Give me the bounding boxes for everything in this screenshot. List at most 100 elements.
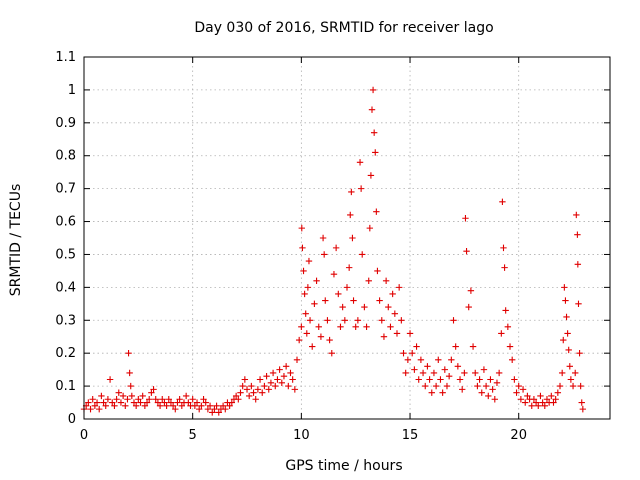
data-point [146,396,153,403]
data-point [579,405,587,413]
data-point [252,396,259,403]
data-point [524,392,531,400]
data-point [519,386,527,393]
data-point [461,369,468,377]
data-point [276,366,283,373]
data-point [472,369,479,377]
data-point [493,379,501,386]
data-point [269,369,277,377]
data-point [515,382,522,390]
data-point [413,343,420,350]
data-point [569,382,577,390]
data-point [167,399,175,406]
data-point [343,284,351,291]
axes: 0 0.1 0.2 0.3 0.4 0.5 0.6 0.7 0.8 0.9 1 1.1 0 5 10 15 20 [55,50,610,443]
data-point [350,297,357,304]
y-tick-label: 1.1 [55,50,76,65]
data-point [280,373,288,380]
data-point [128,392,136,400]
data-point [369,86,377,94]
data-point [354,317,362,324]
data-point [430,369,438,377]
data-point [382,277,390,284]
data-point [122,402,129,410]
data-point [577,382,584,390]
data-point [326,336,333,344]
data-point [567,376,575,383]
data-point [261,382,268,390]
data-point [537,392,544,400]
data-point [552,396,559,403]
plot-frame [83,56,611,420]
data-point [535,402,542,410]
data-point [443,382,451,390]
data-point [299,244,306,252]
data-point [554,389,562,396]
data-point [237,389,244,396]
data-point [245,392,253,400]
data-point [491,396,499,403]
data-point [387,323,394,331]
data-point [293,356,301,363]
data-point [506,343,514,350]
data-point [315,323,322,331]
data-point [454,363,462,370]
data-point [508,356,516,363]
data-point [373,208,380,215]
data-point [141,402,149,410]
data-point [320,251,328,258]
data-point [478,389,485,396]
data-point [439,389,446,396]
data-point [287,369,294,377]
data-point [404,356,412,363]
data-point [528,402,535,410]
data-point [298,224,305,232]
data-point [324,317,331,324]
data-point [499,198,506,205]
x-tick-label: 0 [80,428,88,443]
data-point [389,290,396,298]
data-point [259,389,266,396]
data-point [347,211,354,219]
data-point [295,336,303,344]
data-point [462,215,469,222]
data-point [345,264,353,271]
data-point [87,405,94,413]
data-point [250,389,257,396]
data-point [337,323,344,331]
data-point [317,333,325,340]
data-point [191,402,199,410]
data-point [400,349,407,357]
data-point [148,389,155,396]
data-point [561,284,568,291]
y-tick-label: 0.9 [55,116,76,131]
data-point [182,392,190,400]
data-point [374,267,381,275]
data-point [125,349,132,357]
data-point [341,317,349,324]
data-point [202,399,209,406]
data-point [178,402,186,410]
data-point [96,405,103,413]
data-point [176,396,183,403]
data-point [556,382,564,390]
data-point [391,310,399,317]
data-point [265,386,272,393]
data-point [417,356,425,363]
data-point [574,261,582,268]
data-point [172,405,179,413]
data-point [228,399,236,406]
y-tick-label: 0.7 [55,182,76,197]
data-point [305,257,313,265]
data-point [98,392,105,400]
y-tick-label: 0.1 [55,379,76,394]
data-point [235,396,242,403]
data-point [130,399,138,406]
data-point [154,399,162,406]
data-point [109,399,116,406]
data-point [152,396,159,403]
data-point [198,402,205,410]
data-point [575,300,582,308]
data-point [409,349,416,357]
y-tick-label: 0.8 [55,149,76,164]
